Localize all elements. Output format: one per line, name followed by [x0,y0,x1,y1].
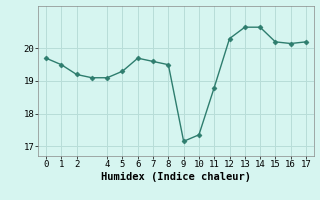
X-axis label: Humidex (Indice chaleur): Humidex (Indice chaleur) [101,172,251,182]
